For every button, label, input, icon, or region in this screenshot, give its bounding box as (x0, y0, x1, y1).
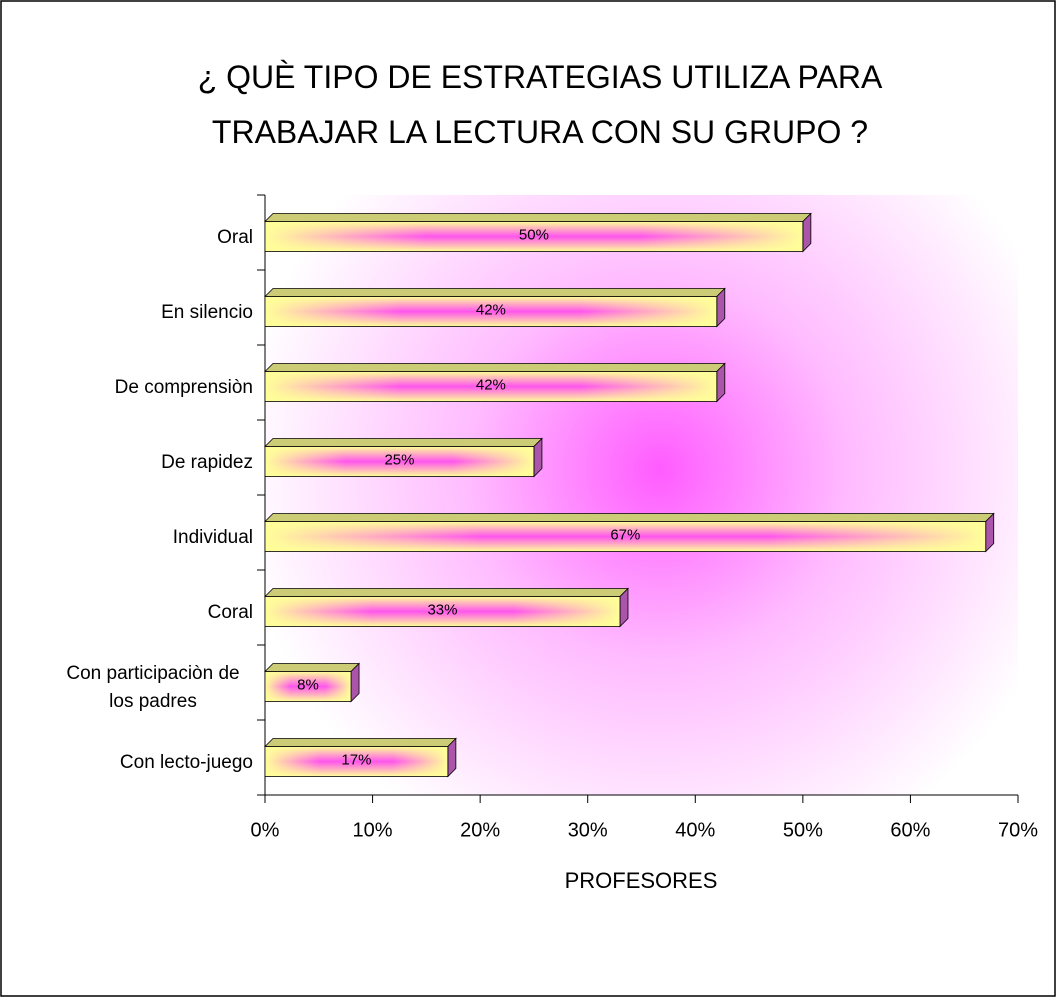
bar-shade (264, 746, 449, 777)
x-tick-label: 30% (568, 819, 608, 841)
y-tick-label: De rapidez (0, 449, 253, 477)
x-tick-label: 70% (998, 819, 1038, 841)
bar-shade (264, 521, 987, 552)
y-tick-label: En silencio (0, 299, 253, 327)
y-tick-text: De rapidez (161, 451, 253, 473)
y-tick-label: Oral (0, 224, 253, 252)
y-tick-label: Individual (0, 524, 253, 552)
y-tick-text: Con lecto-juego (119, 751, 253, 773)
data-label: 17% (341, 751, 371, 768)
bar-top (264, 288, 726, 297)
y-tick-text: Con participaciòn de los padres (66, 662, 240, 712)
bar-top (264, 738, 457, 747)
x-tick-label: 10% (353, 819, 393, 841)
bar-shade (264, 371, 718, 402)
bar-top (264, 363, 726, 372)
x-tick-label: 20% (460, 819, 500, 841)
bar-shade (264, 221, 804, 252)
y-tick-text: Coral (207, 601, 253, 623)
y-tick-label: Coral (0, 599, 253, 627)
bar-top (264, 588, 629, 597)
bar-shade (264, 296, 718, 327)
data-label: 42% (476, 301, 506, 318)
x-tick-label: 0% (251, 819, 280, 841)
data-label: 42% (476, 376, 506, 393)
data-label: 67% (610, 526, 640, 543)
x-tick-label: 40% (675, 819, 715, 841)
plot-background (265, 195, 1018, 795)
data-label: 8% (297, 676, 319, 693)
data-label: 25% (384, 451, 414, 468)
x-tick-label: 60% (890, 819, 930, 841)
y-tick-label: Con participaciòn de los padres (0, 660, 253, 716)
y-tick-text: Oral (217, 226, 253, 248)
x-axis-label: PROFESORES (565, 868, 718, 893)
chart-title: ¿ QUÈ TIPO DE ESTRATEGIAS UTILIZA PARA T… (197, 59, 883, 150)
bar-top (264, 438, 543, 447)
y-tick-label: De comprensiòn (0, 374, 253, 402)
y-tick-text: Individual (172, 526, 253, 548)
y-tick-label: Con lecto-juego (0, 749, 253, 777)
bar-top (264, 213, 812, 222)
bar-shade (264, 671, 352, 702)
x-tick-label: 50% (783, 819, 823, 841)
y-tick-text: De comprensiòn (114, 376, 253, 398)
bar-top (264, 513, 995, 522)
bar-shade (264, 596, 621, 627)
data-label: 33% (427, 601, 457, 618)
bar-shade (264, 446, 535, 477)
data-label: 50% (519, 226, 549, 243)
bar-top (264, 663, 361, 672)
y-tick-text: En silencio (161, 301, 253, 323)
